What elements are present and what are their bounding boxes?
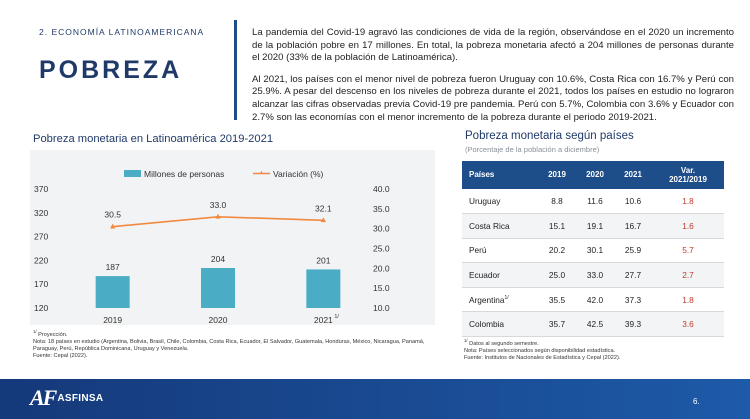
logo-mark: AF	[30, 385, 57, 410]
table-row: Colombia 35.7 42.5 39.3 3.6	[462, 311, 724, 338]
cell-country: Costa Rica	[462, 213, 538, 239]
bar-2019	[95, 276, 130, 308]
cell-2019: 15.1	[538, 213, 576, 239]
asfinsa-logo: AF ASFINSA	[30, 384, 103, 412]
chart-note-countries: Nota: 18 países en estudio (Argentina, B…	[33, 338, 425, 352]
variation-label-2021: 32.1	[315, 203, 332, 213]
header-variation: Var. 2021/2019	[652, 161, 724, 189]
variation-point-2019	[110, 223, 116, 229]
y-left-tick: 320	[34, 208, 48, 218]
footer-bar	[0, 379, 750, 419]
cell-variation: 1.8	[652, 287, 724, 313]
x-tick-2021: 2021	[314, 315, 333, 325]
cell-country: Perú	[462, 238, 538, 264]
cell-2021: 27.7	[614, 262, 652, 288]
cell-2020: 19.1	[576, 213, 614, 239]
variation-label-2019: 30.5	[104, 210, 121, 220]
table-source: Fuente: Institutos de Nacionales de Esta…	[464, 354, 621, 361]
poverty-chart: Millones de personas Variación (%) 120 170 2…	[34, 169, 390, 325]
y-right-tick: 40.0	[373, 184, 390, 194]
y-right-tick: 15.0	[373, 283, 390, 293]
page-title: POBREZA	[39, 56, 183, 84]
section-label: 2. ECONOMÍA LATINOAMERICANA	[39, 27, 205, 37]
intro-paragraph-2: Al 2021, los países con el menor nivel d…	[252, 73, 734, 123]
variation-point-2021	[320, 217, 326, 223]
table-subtitle: (Porcentaje de la población a diciembre)	[465, 145, 600, 154]
cell-country: Argentina1/	[462, 287, 538, 313]
cell-variation: 3.6	[652, 311, 724, 338]
cell-2021: 16.7	[614, 213, 652, 239]
cell-variation: 2.7	[652, 262, 724, 288]
table-title: Pobreza monetaria según países	[465, 130, 634, 142]
cell-2020: 42.5	[576, 311, 614, 338]
table-note-selection: Nota: Países seleccionados según disponi…	[464, 347, 616, 354]
cell-variation: 1.8	[652, 189, 724, 215]
header-countries: Países	[462, 161, 538, 189]
cell-country: Ecuador	[462, 262, 538, 288]
intro-paragraph-1: La pandemia del Covid-19 agravó las cond…	[252, 27, 734, 64]
header-2019: 2019	[538, 161, 576, 189]
legend-bar-swatch	[124, 170, 141, 177]
cell-2019: 20.2	[538, 238, 576, 264]
cell-2021: 37.3	[614, 287, 652, 313]
legend-bar-label: Millones de personas	[144, 169, 224, 179]
cell-2019: 35.5	[538, 287, 576, 313]
cell-2021: 25.9	[614, 238, 652, 264]
page-number: 6.	[693, 397, 700, 406]
cell-2019: 8.8	[538, 189, 576, 215]
table-note-semester: 1/ Datos al segundo semestre.	[464, 338, 539, 347]
cell-2021: 39.3	[614, 311, 652, 338]
cell-2021: 10.6	[614, 189, 652, 215]
cell-2020: 42.0	[576, 287, 614, 313]
cell-2020: 11.6	[576, 189, 614, 215]
cell-country: Colombia	[462, 311, 538, 338]
y-right-tick: 30.0	[373, 224, 390, 234]
y-left-tick: 270	[34, 232, 48, 242]
bar-2020	[201, 268, 235, 308]
cell-2020: 33.0	[576, 262, 614, 288]
intro-text: La pandemia del Covid-19 agravó las cond…	[252, 27, 734, 124]
logo-text: ASFINSA	[57, 392, 104, 404]
x-tick-suffix: 1/	[334, 314, 339, 320]
variation-label-2020: 33.0	[210, 200, 227, 210]
y-left-tick: 220	[34, 255, 48, 265]
cell-2020: 30.1	[576, 238, 614, 264]
cell-2019: 35.7	[538, 311, 576, 338]
y-right-tick: 20.0	[373, 263, 390, 273]
x-tick-2020: 2020	[209, 315, 228, 325]
y-left-tick: 170	[34, 279, 48, 289]
header-2021: 2021	[614, 161, 652, 189]
bar-label-2020: 204	[211, 254, 225, 264]
table-row: Perú 20.2 30.1 25.9 5.7	[462, 238, 724, 264]
chart-note-projection: 1/ Proyección.	[33, 329, 68, 338]
y-right-tick: 10.0	[373, 303, 390, 313]
table-row: Uruguay 8.8 11.6 10.6 1.8	[462, 189, 724, 215]
legend-line-label: Variación (%)	[273, 169, 324, 179]
x-tick-2019: 2019	[103, 315, 122, 325]
y-left-tick: 370	[34, 184, 48, 194]
cell-variation: 1.6	[652, 213, 724, 239]
chart-notes: 1/ Proyección. Nota: 18 países en estudi…	[33, 328, 438, 360]
legend-line-marker	[260, 170, 263, 174]
bar-2021	[306, 269, 341, 308]
bar-label-2019: 187	[106, 262, 120, 272]
header-2020: 2020	[576, 161, 614, 189]
cell-variation: 5.7	[652, 238, 724, 264]
y-left-tick: 120	[34, 303, 48, 313]
table-notes: 1/ Datos al segundo semestre. Nota: País…	[464, 337, 620, 362]
table-row: Argentina1/35.5 42.0 37.3 1.8	[462, 287, 724, 313]
poverty-table: Países 2019 2020 2021 Var. 2021/2019 Urug…	[462, 161, 724, 338]
table-row: Costa Rica 15.1 19.1 16.7 1.6	[462, 213, 724, 239]
accent-divider	[234, 20, 237, 120]
variation-point-2020	[215, 213, 221, 219]
table-header-row: Países 2019 2020 2021 Var. 2021/2019	[462, 161, 724, 189]
cell-2019: 25.0	[538, 262, 576, 288]
chart-title: Pobreza monetaria en Latinoamérica 2019-…	[33, 133, 274, 145]
table-row: Ecuador 25.0 33.0 27.7 2.7	[462, 262, 724, 288]
bar-label-2021: 201	[316, 255, 330, 265]
y-right-tick: 35.0	[373, 204, 390, 214]
y-right-tick: 25.0	[373, 244, 390, 254]
chart-source: Fuente: Cepal (2022).	[33, 352, 88, 359]
cell-country: Uruguay	[462, 189, 538, 215]
